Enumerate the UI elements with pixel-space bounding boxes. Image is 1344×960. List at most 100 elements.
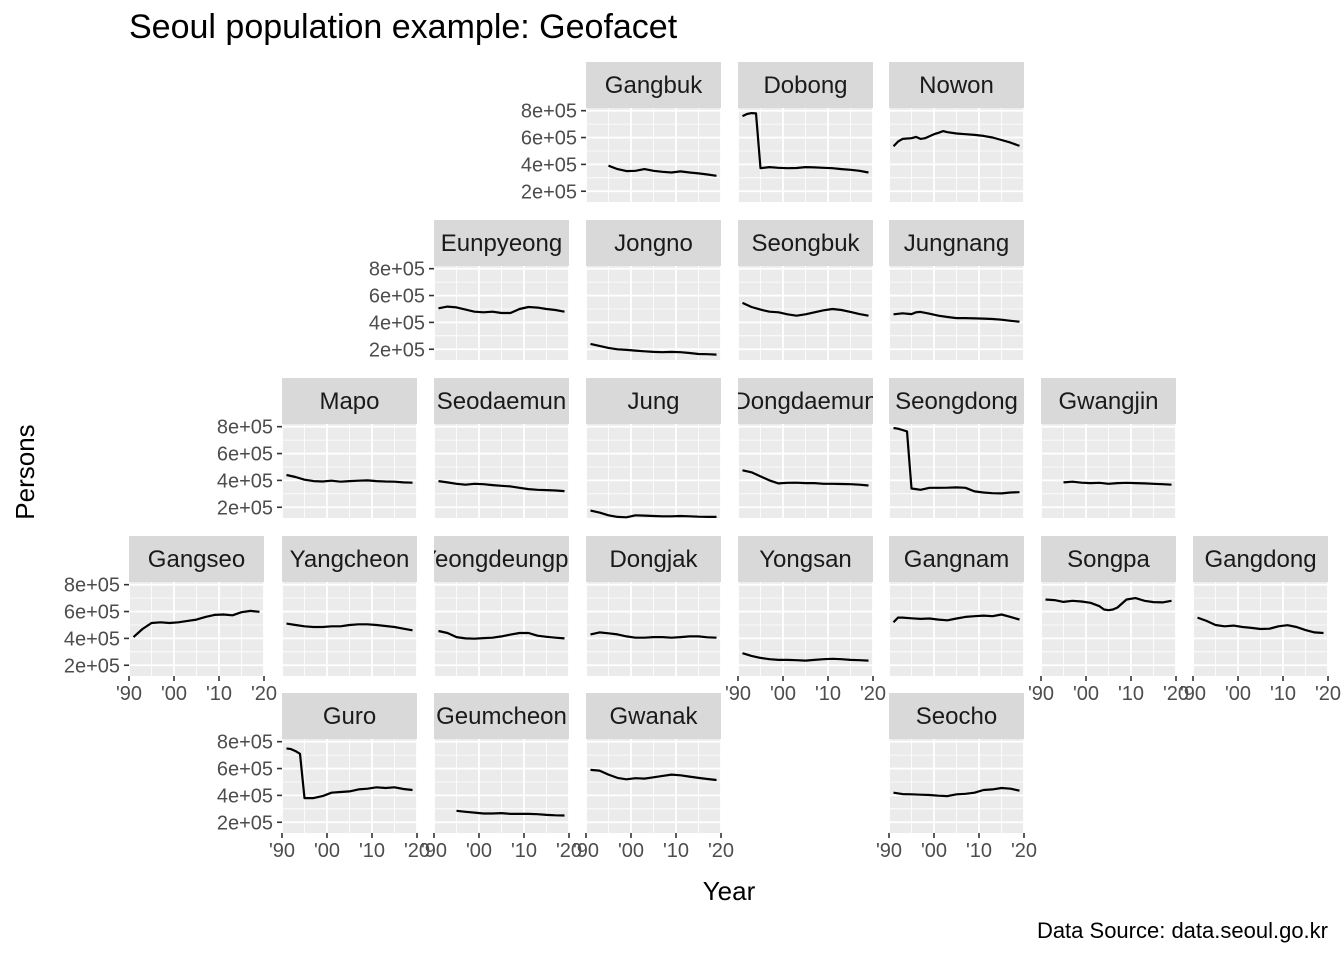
- facet-strip: [434, 378, 569, 424]
- y-axis: 2e+05 4e+05 6e+05 8e+05: [369, 259, 434, 361]
- y-tick-label: 6e+05: [521, 128, 577, 150]
- y-axis: 2e+05 4e+05 6e+05 8e+05: [217, 732, 282, 834]
- x-tick-label: '10: [966, 840, 992, 862]
- facet-label: Yongsan: [759, 546, 852, 573]
- data-source-caption: Data Source: data.seoul.go.kr: [1036, 918, 1328, 943]
- facet-label: Dongjak: [609, 546, 698, 573]
- population-line: [590, 342, 717, 356]
- facet-jungnang: Jungnang: [888, 220, 1025, 360]
- x-axis: '90 '00 '10 '20: [269, 833, 430, 862]
- x-tick-label: '90: [421, 840, 447, 862]
- facet-songpa: Songpa: [1040, 536, 1177, 676]
- y-tick-label: 2e+05: [217, 497, 273, 519]
- facet-strip: [282, 693, 417, 739]
- facet-strip: [586, 220, 721, 266]
- x-tick-label: '20: [1163, 683, 1189, 705]
- x-tick-label: '10: [206, 683, 232, 705]
- population-line: [590, 768, 717, 782]
- population-line: [456, 809, 565, 817]
- population-line: [590, 509, 717, 519]
- facet-label: Seongbuk: [751, 230, 860, 257]
- y-tick-label: 8e+05: [217, 417, 273, 439]
- facet-strip: [586, 62, 721, 108]
- facet-label: Geumcheon: [436, 703, 567, 730]
- facet-gwangjin: Gwangjin: [1040, 378, 1177, 518]
- facet-gangseo: Gangseo: [128, 536, 265, 676]
- x-tick-label: '20: [251, 683, 277, 705]
- population-line: [286, 473, 413, 484]
- x-tick-label: '90: [1028, 683, 1054, 705]
- facet-seodaemun: Seodaemun: [433, 378, 570, 518]
- facet-seongdong: Seongdong: [888, 378, 1025, 518]
- population-line: [1197, 616, 1324, 635]
- facet-strip: [738, 62, 873, 108]
- population-line: [132, 609, 260, 638]
- x-tick-label: '20: [1011, 840, 1037, 862]
- population-line: [742, 301, 869, 317]
- facet-strip: [889, 220, 1024, 266]
- facet-strip: [282, 378, 417, 424]
- facet-label: Seodaemun: [437, 388, 566, 415]
- facet-yangcheon: Yangcheon: [281, 536, 418, 676]
- x-tick-label: '20: [404, 840, 430, 862]
- x-axis: '90 '00 '10 '20: [1180, 676, 1341, 705]
- facet-gwanak: Gwanak: [585, 693, 722, 833]
- facet-strip: [586, 693, 721, 739]
- facet-nowon: Nowon: [888, 62, 1025, 202]
- facet-strip: [889, 62, 1024, 108]
- facet-jongno: Jongno: [585, 220, 722, 360]
- population-line: [892, 613, 1020, 624]
- x-tick-label: '20: [708, 840, 734, 862]
- facet-gangnam: Gangnam: [888, 536, 1025, 676]
- facet-label: Songpa: [1067, 546, 1150, 573]
- facet-label: Dongdaemun: [733, 388, 877, 415]
- facet-label: Gwanak: [609, 703, 698, 730]
- facet-label: Gwangjin: [1058, 388, 1158, 415]
- x-tick-label: '00: [314, 840, 340, 862]
- x-tick-label: '00: [1225, 683, 1251, 705]
- x-tick-label: '90: [116, 683, 142, 705]
- x-tick-label: '00: [618, 840, 644, 862]
- y-axis: 2e+05 4e+05 6e+05 8e+05: [64, 575, 129, 677]
- y-tick-label: 4e+05: [521, 154, 577, 176]
- population-line: [742, 111, 869, 174]
- y-tick-label: 2e+05: [217, 812, 273, 834]
- facet-mapo: Mapo: [281, 378, 418, 518]
- x-axis: '90 '00 '10 '20: [725, 676, 886, 705]
- facet-label: Jongno: [614, 230, 693, 257]
- facet-jung: Jung: [585, 378, 722, 519]
- y-tick-label: 6e+05: [217, 759, 273, 781]
- facet-label: Yeongdeungpo: [421, 546, 582, 573]
- x-tick-label: '00: [921, 840, 947, 862]
- facet-eunpyeong: Eunpyeong: [433, 220, 570, 360]
- x-tick-label: '90: [876, 840, 902, 862]
- x-tick-label: '10: [1270, 683, 1296, 705]
- x-tick-label: '00: [1073, 683, 1099, 705]
- facet-strip: [889, 378, 1024, 424]
- facet-strip: [738, 378, 873, 424]
- facet-yeongdeungpo: Yeongdeungpo: [421, 536, 582, 676]
- facet-dongjak: Dongjak: [585, 536, 722, 676]
- y-tick-label: 8e+05: [64, 575, 120, 597]
- population-line: [742, 652, 869, 662]
- y-tick-label: 6e+05: [217, 444, 273, 466]
- x-axis: '90 '00 '10 '20: [573, 833, 734, 862]
- facet-yongsan: Yongsan: [737, 536, 874, 676]
- x-tick-label: '20: [860, 683, 886, 705]
- facet-label: Gangseo: [148, 546, 245, 573]
- y-tick-label: 8e+05: [369, 259, 425, 281]
- x-tick-label: '10: [815, 683, 841, 705]
- facet-strip: [434, 693, 569, 739]
- population-line: [438, 629, 565, 640]
- x-tick-label: '90: [269, 840, 295, 862]
- y-axis: 2e+05 4e+05 6e+05 8e+05: [521, 101, 586, 203]
- x-tick-label: '10: [511, 840, 537, 862]
- x-tick-label: '10: [1118, 683, 1144, 705]
- facet-label: Jungnang: [904, 230, 1009, 257]
- x-axis: '90 '00 '10 '20: [116, 676, 277, 705]
- population-line: [893, 786, 1020, 798]
- population-line: [1063, 480, 1172, 486]
- facet-label: Nowon: [919, 72, 994, 99]
- population-line: [892, 130, 1020, 148]
